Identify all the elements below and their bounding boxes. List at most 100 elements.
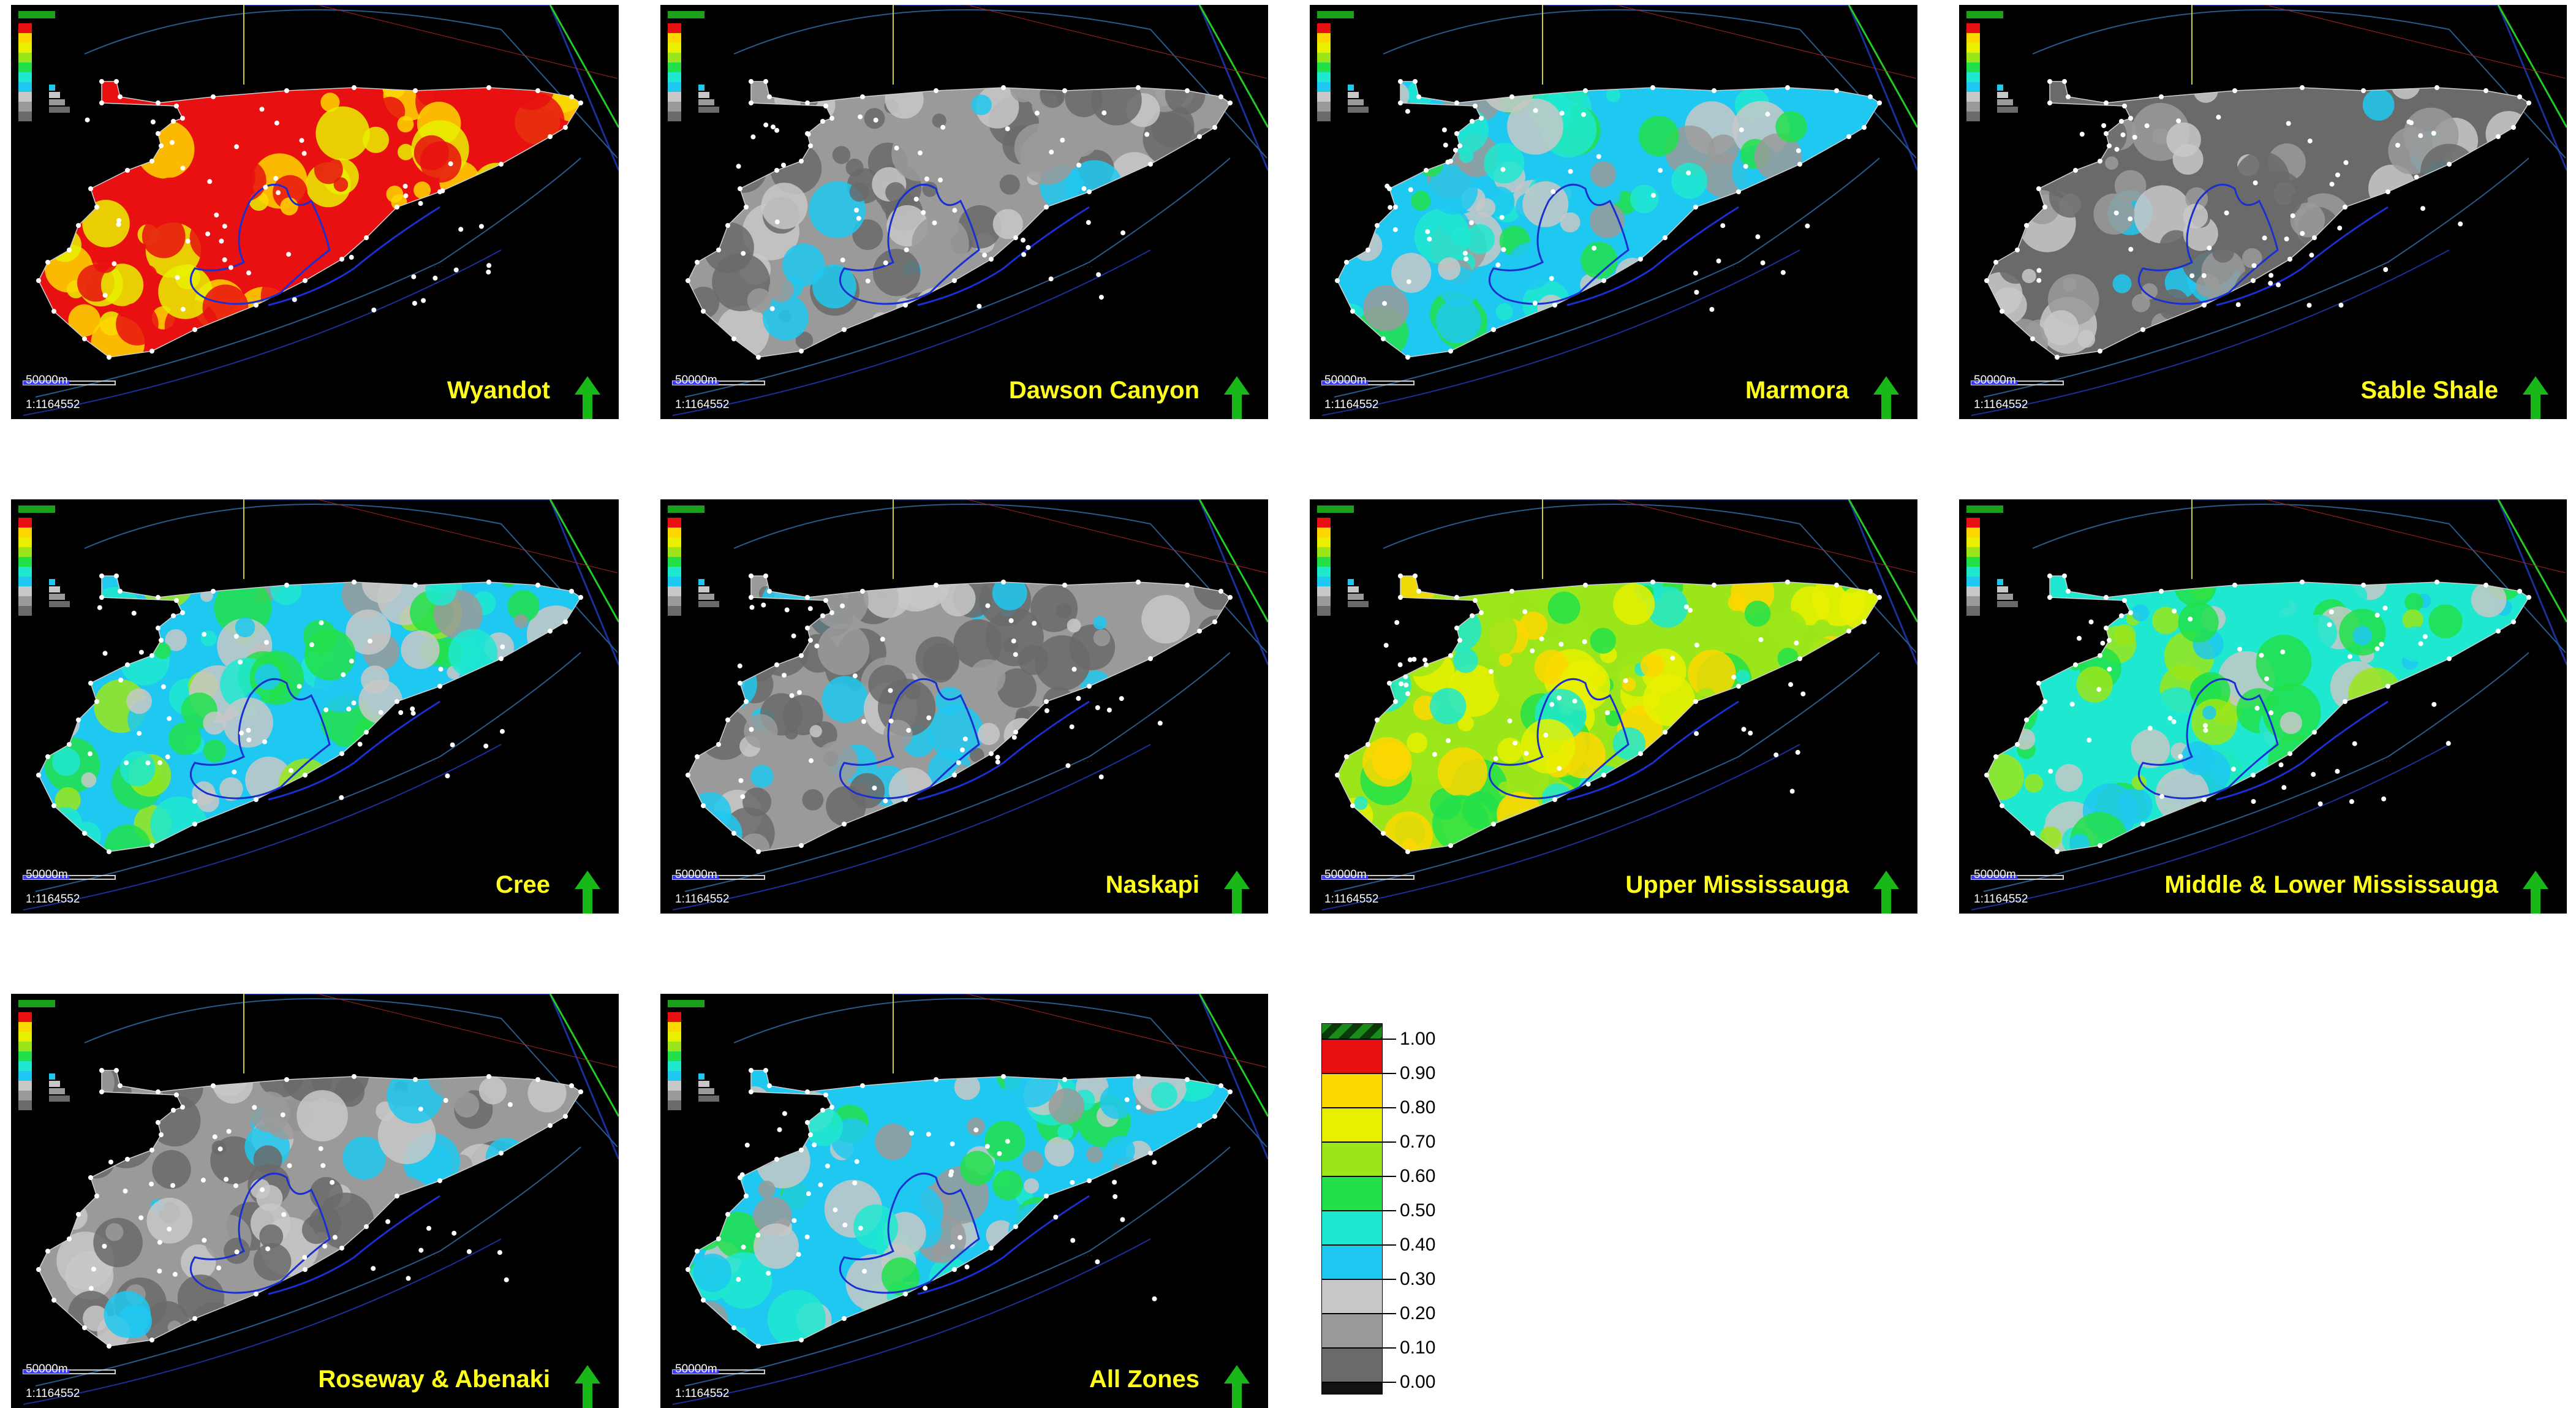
scale-distance: 50000m — [675, 868, 717, 881]
scale-distance: 50000m — [675, 1363, 717, 1376]
north-arrow-icon — [1224, 376, 1250, 419]
svg-text:· · ·: · · · — [434, 758, 444, 765]
legend-tick-label: 0.80 — [1400, 1097, 1436, 1118]
scale-ratio: 1:1164552 — [26, 893, 80, 906]
svg-text:· · ·: · · · — [1732, 758, 1742, 765]
north-arrow-icon — [575, 871, 600, 914]
zone-label: Wyandot — [447, 377, 550, 404]
zone-label: Upper Mississauga — [1625, 871, 1849, 898]
north-arrow-icon — [575, 376, 600, 419]
legend-swatch — [1321, 1279, 1383, 1314]
mini-color-legend — [668, 1000, 719, 1110]
legend-swatch — [1321, 1039, 1383, 1073]
scale-distance: 50000m — [675, 374, 717, 387]
legend-tick-label: 0.70 — [1400, 1132, 1436, 1152]
legend-tick — [1383, 1107, 1396, 1108]
mini-color-legend — [1966, 11, 2018, 121]
legend-swatch — [1321, 1142, 1383, 1176]
map-panel: · · · 50000m 1:1164552 Naskapi — [660, 499, 1268, 914]
legend-bottom-swatch — [1321, 1382, 1383, 1395]
basin-map: · · · — [1321, 5, 1917, 416]
zone-label: Cree — [496, 871, 550, 898]
legend-tick — [1383, 1039, 1396, 1040]
legend-tick-label: 1.00 — [1400, 1029, 1436, 1049]
legend-tick — [1383, 1073, 1396, 1074]
scale-ratio: 1:1164552 — [26, 1387, 80, 1400]
scale-distance: 50000m — [1974, 374, 2016, 387]
north-arrow-icon — [1873, 376, 1899, 419]
legend-tick-label: 0.00 — [1400, 1372, 1436, 1392]
zone-label: All Zones — [1089, 1366, 1199, 1393]
legend-swatch — [1321, 1211, 1383, 1245]
scale-ratio: 1:1164552 — [26, 398, 80, 411]
legend-tick — [1383, 1210, 1396, 1211]
legend-swatch — [1321, 1108, 1383, 1142]
basin-map: · · · — [23, 499, 619, 910]
basin-map: · · · — [672, 994, 1268, 1405]
mini-color-legend — [1966, 505, 2018, 616]
legend-swatch — [1321, 1176, 1383, 1211]
legend-swatch — [1321, 1073, 1383, 1108]
basin-map: · · · — [1971, 499, 2567, 910]
north-arrow-icon — [575, 1365, 600, 1408]
scale-ratio: 1:1164552 — [1974, 893, 2028, 906]
svg-text:· · ·: · · · — [1083, 1252, 1093, 1259]
map-panel: · · · 50000m 1:1164552 Roseway & Abenaki — [11, 994, 619, 1408]
scale-bar — [672, 1369, 765, 1374]
basin-map: · · · — [23, 994, 619, 1405]
zone-label: Middle & Lower Mississauga — [2164, 871, 2498, 898]
legend-tick-label: 0.50 — [1400, 1200, 1436, 1221]
north-arrow-icon — [1224, 871, 1250, 914]
mini-color-legend — [1317, 11, 1369, 121]
legend-tick — [1383, 1313, 1396, 1314]
zone-label: Marmora — [1745, 377, 1849, 404]
map-panel: · · · 50000m 1:1164552 Marmora — [1310, 5, 1917, 419]
mini-color-legend — [18, 1000, 70, 1110]
scale-bar — [1321, 380, 1415, 385]
scale-ratio: 1:1164552 — [1324, 893, 1379, 906]
legend-tick — [1383, 1244, 1396, 1246]
map-panel: · · · 50000m 1:1164552 Middle & Lower Mi… — [1959, 499, 2567, 914]
legend-tick — [1383, 1141, 1396, 1143]
legend-tick — [1383, 1382, 1396, 1383]
mini-color-legend — [668, 11, 719, 121]
scale-distance: 50000m — [1324, 868, 1367, 881]
legend-tick-label: 0.20 — [1400, 1303, 1436, 1323]
map-panel: · · · 50000m 1:1164552 Wyandot — [11, 5, 619, 419]
svg-text:· · ·: · · · — [434, 1252, 444, 1259]
scale-ratio: 1:1164552 — [675, 1387, 730, 1400]
scale-bar — [1971, 875, 2064, 880]
basin-map: · · · — [672, 5, 1268, 416]
legend-tick — [1383, 1279, 1396, 1280]
legend-tick — [1383, 1347, 1396, 1349]
legend-swatch — [1321, 1245, 1383, 1279]
basin-map: · · · — [23, 5, 619, 416]
basin-map: · · · — [672, 499, 1268, 910]
scale-distance: 50000m — [1324, 374, 1367, 387]
map-panel: · · · 50000m 1:1164552 Sable Shale — [1959, 5, 2567, 419]
scale-bar — [1971, 380, 2064, 385]
color-scale-legend: 1.00 0.90 0.80 0.70 0.60 0.50 0.40 0.30 0.20 0.10… — [1321, 1023, 1450, 1402]
legend-swatch — [1321, 1348, 1383, 1382]
zone-label: Dawson Canyon — [1008, 377, 1199, 404]
svg-text:· · ·: · · · — [1083, 263, 1093, 270]
legend-swatch — [1321, 1314, 1383, 1348]
svg-text:· · ·: · · · — [1732, 263, 1742, 270]
north-arrow-icon — [2523, 871, 2548, 914]
legend-tick-label: 0.30 — [1400, 1269, 1436, 1289]
north-arrow-icon — [1873, 871, 1899, 914]
zone-label: Naskapi — [1105, 871, 1199, 898]
map-panel: · · · 50000m 1:1164552 All Zones — [660, 994, 1268, 1408]
map-panel: · · · 50000m 1:1164552 Dawson Canyon — [660, 5, 1268, 419]
scale-bar — [23, 380, 116, 385]
legend-tick-label: 0.90 — [1400, 1063, 1436, 1083]
scale-ratio: 1:1164552 — [675, 893, 730, 906]
north-arrow-icon — [2523, 376, 2548, 419]
scale-distance: 50000m — [26, 374, 68, 387]
zone-label: Roseway & Abenaki — [318, 1366, 550, 1393]
basin-map: · · · — [1971, 5, 2567, 416]
legend-tick-label: 0.60 — [1400, 1166, 1436, 1186]
basin-map: · · · — [1321, 499, 1917, 910]
zone-label: Sable Shale — [2360, 377, 2498, 404]
scale-bar — [672, 380, 765, 385]
